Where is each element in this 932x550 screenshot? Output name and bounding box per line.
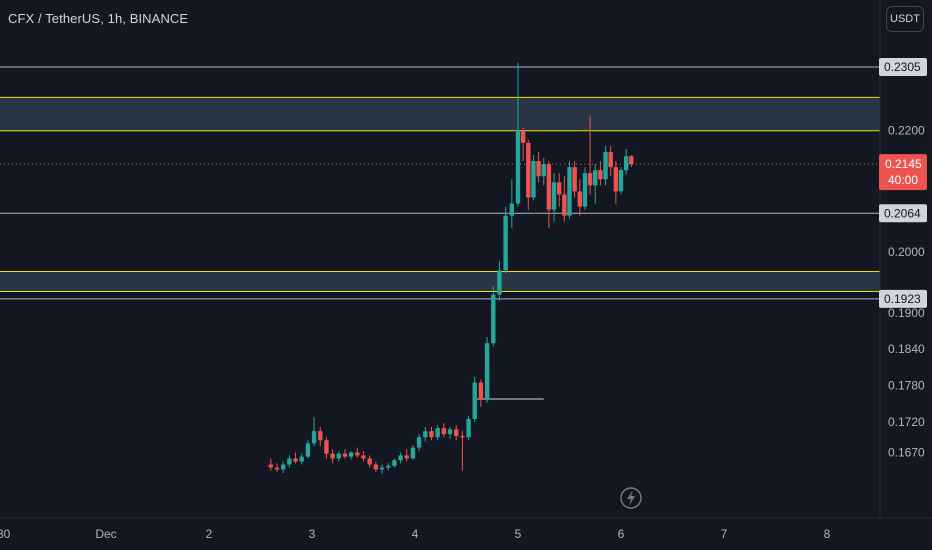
candle-body-61 xyxy=(623,156,629,171)
candle-body-27 xyxy=(435,428,440,438)
y-tick-label-3: 0.1840 xyxy=(888,342,925,356)
candle-body-2 xyxy=(280,464,286,470)
candle-body-17 xyxy=(373,464,379,470)
x-tick-label-5: 5 xyxy=(515,527,522,541)
candle-body-29 xyxy=(447,429,453,435)
candle-body-1 xyxy=(274,467,280,470)
candle-body-21 xyxy=(398,455,403,461)
candle-body-12 xyxy=(342,453,348,457)
x-tick-label-7: 7 xyxy=(721,527,728,541)
level-price-label-0 xyxy=(879,57,927,76)
x-tick-label-1: Dec xyxy=(95,527,116,541)
candle-body-54 xyxy=(587,173,593,186)
candle-body-15 xyxy=(361,455,366,459)
y-tick-label-5: 0.1720 xyxy=(888,415,925,429)
price-axis[interactable] xyxy=(880,0,932,550)
candle-body-42 xyxy=(526,142,531,198)
x-tick-label-3: 3 xyxy=(309,527,316,541)
plot-area[interactable] xyxy=(0,0,880,518)
countdown-text: 40:00 xyxy=(888,173,918,187)
candle-body-51 xyxy=(572,167,577,192)
candle-body-9 xyxy=(324,440,329,454)
x-tick-label-2: 2 xyxy=(206,527,213,541)
candle-body-22 xyxy=(404,455,409,459)
candle-body-52 xyxy=(577,191,582,207)
candle-body-57 xyxy=(603,151,608,180)
candle-body-34 xyxy=(478,382,484,399)
zone-fill-1 xyxy=(0,271,880,292)
candle-body-28 xyxy=(441,428,447,435)
candle-body-40 xyxy=(515,130,521,204)
candle-body-25 xyxy=(423,431,428,438)
candle-body-10 xyxy=(330,453,335,459)
candle-body-45 xyxy=(541,164,546,177)
candle-body-3 xyxy=(287,458,292,465)
candle-body-58 xyxy=(608,151,613,168)
candle-body-48 xyxy=(557,182,562,195)
candle-body-35 xyxy=(484,343,490,399)
candle-body-5 xyxy=(299,456,304,462)
level-price-text-0: 0.2305 xyxy=(884,60,921,74)
candle-body-20 xyxy=(392,460,397,466)
x-tick-label-4: 4 xyxy=(412,527,419,541)
x-tick-label-6: 6 xyxy=(618,527,625,541)
candle-body-60 xyxy=(618,170,624,192)
candle-body-41 xyxy=(520,130,526,143)
currency-button[interactable]: USDT xyxy=(886,6,924,32)
candle-body-33 xyxy=(472,382,477,420)
candle-body-7 xyxy=(311,431,317,444)
candle-body-39 xyxy=(509,203,515,216)
x-tick-label-8: 8 xyxy=(824,527,831,541)
current-price-text: 0.2145 xyxy=(885,157,922,171)
candle-body-19 xyxy=(386,465,391,468)
candle-body-4 xyxy=(293,458,298,462)
candle-body-6 xyxy=(305,443,311,457)
candle-body-31 xyxy=(460,436,465,438)
candle-body-26 xyxy=(429,431,434,438)
candle-body-55 xyxy=(593,170,598,186)
y-tick-label-6: 0.1670 xyxy=(888,445,925,459)
candle-body-49 xyxy=(562,194,567,216)
x-tick-label-0: 30 xyxy=(0,527,11,541)
current-price-label xyxy=(879,154,927,191)
candle-body-8 xyxy=(318,431,323,441)
candle-body-0 xyxy=(268,464,273,468)
candle-body-47 xyxy=(551,182,557,210)
candle-body-24 xyxy=(416,437,422,448)
candle-body-44 xyxy=(536,161,541,177)
candle-body-53 xyxy=(582,173,588,207)
zone-fill-0 xyxy=(0,97,880,131)
y-tick-label-2: 0.1900 xyxy=(888,306,925,320)
candle-body-23 xyxy=(410,447,416,459)
candle-body-38 xyxy=(503,215,508,271)
level-price-label-2 xyxy=(879,289,927,308)
level-price-text-2: 0.1923 xyxy=(884,292,921,306)
symbol-title: CFX / TetherUS, 1h, BINANCE xyxy=(8,11,189,26)
candle-body-32 xyxy=(466,419,471,438)
candle-body-43 xyxy=(531,161,536,198)
lightning-icon[interactable] xyxy=(620,487,642,509)
candle-body-16 xyxy=(367,458,372,465)
candle-body-59 xyxy=(613,167,619,192)
candle-body-56 xyxy=(598,170,603,180)
candle-body-13 xyxy=(348,452,354,457)
level-price-label-1 xyxy=(879,204,927,223)
candle-body-18 xyxy=(379,467,385,470)
y-tick-label-1: 0.2000 xyxy=(888,245,925,259)
candle-body-11 xyxy=(336,453,341,459)
candle-body-37 xyxy=(497,270,502,295)
y-tick-label-0: 0.2200 xyxy=(888,124,925,138)
candle-body-36 xyxy=(491,294,496,344)
level-price-text-1: 0.2064 xyxy=(884,206,921,220)
candle-body-62 xyxy=(629,156,634,165)
candle-body-30 xyxy=(454,429,459,437)
candle-body-46 xyxy=(546,164,552,210)
y-tick-label-4: 0.1780 xyxy=(888,379,925,393)
candle-body-50 xyxy=(567,167,572,216)
candle-body-14 xyxy=(355,452,360,456)
